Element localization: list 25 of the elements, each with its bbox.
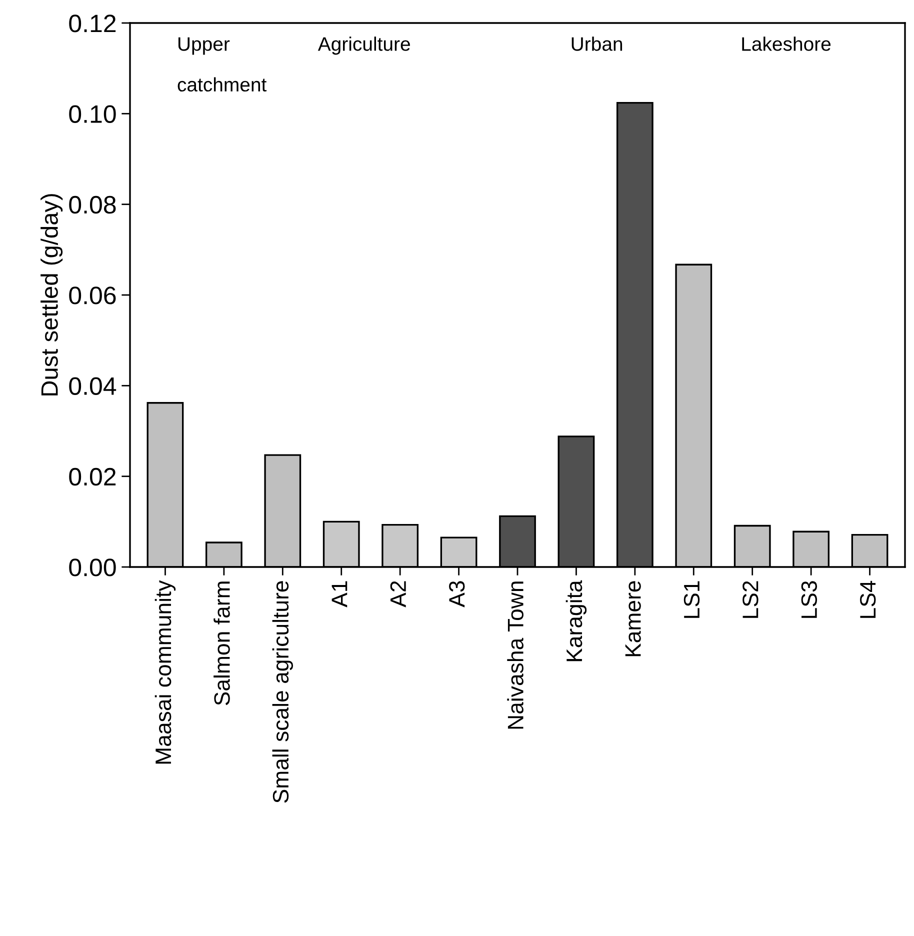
y-tick-label: 0.00: [69, 558, 116, 576]
x-tick-label: Kamere: [625, 581, 641, 656]
y-tick-label: 0.02: [69, 468, 116, 486]
x-tick-label: LS4: [860, 580, 876, 618]
annotation: Lakeshore: [742, 36, 831, 51]
y-tick-label: 0.06: [69, 286, 116, 304]
y-tick-label: 0.08: [69, 196, 116, 214]
x-tick-label: Naivasha Town: [507, 582, 524, 729]
x-tick-label: Salmon farm: [214, 582, 230, 706]
annotation: Urban: [572, 36, 622, 51]
annotation: Agriculture: [318, 36, 410, 55]
x-tick-label: LS2: [742, 581, 758, 618]
annotation: Upper catchment: [178, 37, 267, 92]
x-tick-label: Maasai community: [154, 580, 176, 764]
y-tick-label: 0.12: [69, 14, 116, 32]
x-tick-label: A2: [390, 581, 406, 608]
x-tick-label: LS3: [801, 581, 818, 618]
x-tick-label: Small scale agriculture: [272, 581, 294, 803]
y-tick-label: 0.04: [69, 377, 116, 395]
x-tick-label: LS1: [684, 581, 700, 618]
y-axis-title: Dust settled (g/day): [40, 194, 63, 396]
x-tick-label: A1: [332, 581, 348, 608]
y-tick-label: 0.10: [69, 105, 116, 123]
x-tick-label: A3: [449, 581, 465, 608]
x-tick-label: Karagita: [566, 580, 587, 662]
